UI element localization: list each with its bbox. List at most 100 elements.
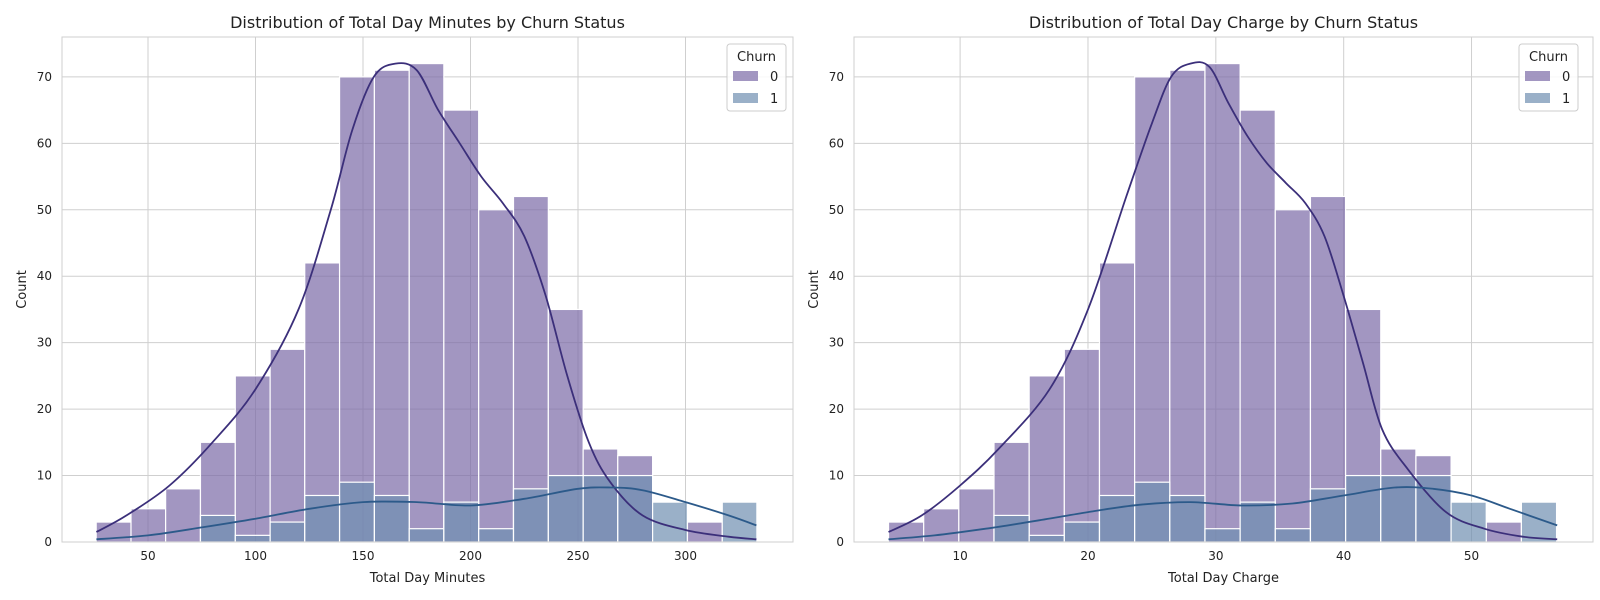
y-tick-label-left-1: 10	[37, 469, 52, 483]
bar-churn1-left-8	[373, 494, 410, 543]
bar-churn1-left-6	[304, 494, 341, 543]
kde-curve-churn1-right	[888, 486, 1558, 541]
legend-label-churn0-left: 0	[770, 70, 778, 85]
kde-left	[95, 62, 757, 541]
plot-frame-left	[61, 36, 794, 543]
legend-label-churn1-right: 1	[1562, 92, 1570, 107]
bar-churn1-left-10	[443, 501, 480, 543]
y-tick-label-right-3: 30	[829, 336, 844, 350]
bar-churn1-left-7	[338, 481, 375, 543]
x-axis-label-right: Total Day Charge	[1167, 571, 1279, 586]
legend-label-churn0-right: 0	[1562, 70, 1570, 85]
bar-churn1-left-9	[408, 528, 445, 543]
y-tick-label-right-5: 50	[829, 203, 844, 217]
legend-swatch-churn1-right	[1525, 93, 1550, 103]
legend-title-right: Churn	[1529, 50, 1568, 65]
bars-right	[887, 62, 1558, 543]
bar-churn0-right-2	[958, 488, 995, 543]
bar-churn0-right-5	[1063, 348, 1101, 543]
x-tick-label-left-5: 300	[674, 549, 697, 563]
y-tick-label-right-7: 70	[829, 70, 844, 84]
bar-churn0-right-1	[923, 508, 960, 543]
y-tick-label-right-1: 10	[829, 469, 844, 483]
x-axis-label-left: Total Day Minutes	[369, 571, 486, 586]
ticks-left: 50 100 150 200 250 300 0 10 20 30 40 50 60 70	[37, 70, 697, 563]
legend-swatch-churn0-left	[733, 71, 758, 81]
y-axis-label-left: Count	[15, 270, 30, 309]
bar-churn1-left-5	[269, 521, 306, 543]
y-tick-label-right-6: 60	[829, 136, 844, 150]
bars-left	[95, 62, 758, 543]
y-axis-label-right: Count	[807, 270, 822, 309]
legend-swatch-churn0-right	[1525, 71, 1550, 81]
bar-churn0-right-7	[1134, 76, 1171, 543]
bar-churn1-right-11	[1274, 528, 1312, 543]
bar-churn1-right-9	[1204, 528, 1241, 543]
y-tick-label-left-3: 30	[37, 336, 52, 350]
bar-churn1-right-10	[1239, 501, 1276, 543]
bar-churn1-left-4	[234, 534, 271, 543]
bar-churn0-left-2	[165, 488, 202, 543]
bar-churn1-right-14	[1380, 474, 1417, 543]
bar-churn0-right-10	[1239, 109, 1276, 543]
bar-churn0-right-12	[1309, 195, 1347, 543]
bar-churn1-left-13	[547, 474, 584, 543]
bar-churn1-right-4	[1028, 534, 1065, 543]
bar-churn1-left-15	[617, 474, 654, 543]
y-tick-label-left-4: 40	[37, 269, 52, 283]
bar-churn0-right-9	[1204, 62, 1241, 543]
chart-title-left: Distribution of Total Day Minutes by Chu…	[230, 13, 625, 32]
y-tick-label-right-0: 0	[836, 535, 844, 549]
x-tick-label-right-2: 30	[1208, 549, 1223, 563]
x-tick-label-left-2: 150	[352, 549, 375, 563]
bar-churn1-right-18	[1520, 501, 1558, 543]
plot-frame-right	[853, 36, 1594, 543]
bar-churn0-right-8	[1169, 69, 1206, 543]
chart-title-right: Distribution of Total Day Charge by Chur…	[1029, 13, 1418, 32]
x-tick-label-right-4: 50	[1464, 549, 1479, 563]
bar-churn0-right-11	[1274, 209, 1312, 543]
bar-churn0-left-10	[443, 109, 480, 543]
bar-churn0-right-17	[1485, 521, 1523, 543]
bar-churn1-right-13	[1345, 474, 1382, 543]
bar-churn0-left-11	[478, 209, 515, 543]
bar-churn0-left-9	[408, 62, 445, 543]
legend-right: Churn 0 1	[1518, 43, 1579, 112]
bar-churn1-right-16	[1450, 501, 1487, 543]
x-tick-label-left-0: 50	[140, 549, 155, 563]
y-tick-label-left-2: 20	[37, 402, 52, 416]
y-tick-label-left-5: 50	[37, 203, 52, 217]
legend-label-churn1-left: 1	[770, 92, 778, 107]
x-tick-label-right-1: 20	[1080, 549, 1095, 563]
kde-curve-churn0-right	[888, 61, 1558, 541]
y-tick-label-left-6: 60	[37, 136, 52, 150]
y-tick-label-right-2: 20	[829, 402, 844, 416]
kde-right	[888, 61, 1558, 541]
bar-churn0-right-4	[1028, 375, 1065, 543]
legend-title-left: Churn	[737, 50, 776, 65]
y-tick-label-left-0: 0	[44, 535, 52, 549]
y-tick-label-right-4: 40	[829, 269, 844, 283]
y-tick-label-left-7: 70	[37, 70, 52, 84]
x-tick-label-left-3: 200	[459, 549, 482, 563]
bar-churn0-left-8	[373, 69, 410, 543]
x-tick-label-right-0: 10	[952, 549, 967, 563]
x-tick-label-right-3: 40	[1336, 549, 1351, 563]
bar-churn1-left-11	[478, 528, 515, 543]
bar-churn1-right-5	[1063, 521, 1101, 543]
bar-churn1-right-7	[1134, 481, 1171, 543]
ticks-right: 10 20 30 40 50 0 10 20 30 40 50 60 70	[829, 70, 1479, 563]
legend-swatch-churn1-left	[733, 93, 758, 103]
bar-churn1-right-3	[993, 514, 1030, 543]
bar-churn1-left-3	[199, 514, 236, 543]
kde-curve-churn0-left	[95, 62, 757, 541]
x-tick-label-left-4: 250	[567, 549, 590, 563]
bar-churn0-left-7	[338, 76, 375, 543]
kde-curve-churn1-left	[96, 486, 757, 541]
x-tick-label-left-1: 100	[244, 549, 267, 563]
bar-churn1-right-6	[1098, 494, 1136, 543]
legend-left: Churn 0 1	[726, 43, 787, 112]
